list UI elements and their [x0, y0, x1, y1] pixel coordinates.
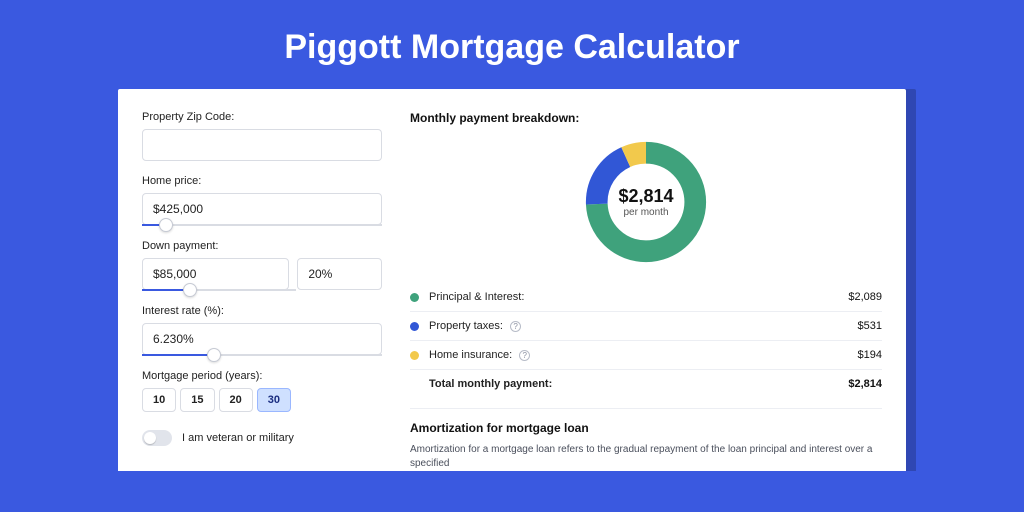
down-payment-field: Down payment: — [142, 240, 382, 291]
period-btn-10[interactable]: 10 — [142, 388, 176, 412]
legend-dot-taxes — [410, 322, 419, 331]
down-payment-amount-input[interactable] — [142, 258, 289, 290]
legend-value-insurance: $194 — [858, 349, 882, 361]
donut-sub: per month — [623, 207, 668, 218]
legend: Principal & Interest: $2,089 Property ta… — [410, 283, 882, 398]
legend-label-insurance: Home insurance: ? — [429, 349, 858, 361]
legend-row-principal: Principal & Interest: $2,089 — [410, 283, 882, 312]
legend-label-taxes: Property taxes: ? — [429, 320, 858, 332]
veteran-toggle-knob — [144, 432, 156, 444]
legend-value-total: $2,814 — [848, 378, 882, 390]
legend-label-taxes-text: Property taxes: — [429, 320, 503, 332]
zip-label: Property Zip Code: — [142, 111, 382, 123]
info-icon[interactable]: ? — [519, 350, 530, 361]
interest-rate-slider[interactable] — [142, 354, 382, 356]
period-label: Mortgage period (years): — [142, 370, 382, 382]
donut-amount: $2,814 — [618, 186, 673, 207]
zip-field: Property Zip Code: — [142, 111, 382, 161]
home-price-slider[interactable] — [142, 224, 382, 226]
page-title: Piggott Mortgage Calculator — [0, 0, 1024, 89]
legend-label-principal: Principal & Interest: — [429, 291, 848, 303]
home-price-field: Home price: — [142, 175, 382, 226]
legend-label-total: Total monthly payment: — [429, 378, 848, 390]
veteran-row: I am veteran or military — [142, 430, 382, 446]
legend-row-taxes: Property taxes: ? $531 — [410, 312, 882, 341]
period-field: Mortgage period (years): 10 15 20 30 — [142, 370, 382, 412]
period-btn-30[interactable]: 30 — [257, 388, 291, 412]
home-price-label: Home price: — [142, 175, 382, 187]
zip-input[interactable] — [142, 129, 382, 161]
amortization-body: Amortization for a mortgage loan refers … — [410, 443, 882, 471]
amortization-title: Amortization for mortgage loan — [410, 421, 882, 435]
period-buttons: 10 15 20 30 — [142, 388, 382, 412]
donut-chart: $2,814 per month — [581, 137, 711, 267]
down-payment-slider-thumb[interactable] — [183, 283, 197, 297]
breakdown-column: Monthly payment breakdown: $2,814 per mo… — [410, 111, 882, 471]
veteran-label: I am veteran or military — [182, 432, 294, 444]
legend-row-total: Total monthly payment: $2,814 — [410, 370, 882, 398]
down-payment-slider[interactable] — [142, 289, 296, 291]
legend-dot-principal — [410, 293, 419, 302]
interest-rate-slider-fill — [142, 354, 214, 356]
legend-value-principal: $2,089 — [848, 291, 882, 303]
down-payment-label: Down payment: — [142, 240, 382, 252]
donut-wrap: $2,814 per month — [410, 137, 882, 267]
interest-rate-field: Interest rate (%): — [142, 305, 382, 356]
home-price-slider-thumb[interactable] — [159, 218, 173, 232]
inputs-column: Property Zip Code: Home price: Down paym… — [142, 111, 382, 471]
interest-rate-label: Interest rate (%): — [142, 305, 382, 317]
veteran-toggle[interactable] — [142, 430, 172, 446]
legend-dot-insurance — [410, 351, 419, 360]
home-price-input[interactable] — [142, 193, 382, 225]
legend-row-insurance: Home insurance: ? $194 — [410, 341, 882, 370]
legend-label-insurance-text: Home insurance: — [429, 349, 512, 361]
calculator-card: Property Zip Code: Home price: Down paym… — [118, 89, 906, 471]
period-btn-20[interactable]: 20 — [219, 388, 253, 412]
interest-rate-input[interactable] — [142, 323, 382, 355]
info-icon[interactable]: ? — [510, 321, 521, 332]
period-btn-15[interactable]: 15 — [180, 388, 214, 412]
interest-rate-slider-thumb[interactable] — [207, 348, 221, 362]
amortization-section: Amortization for mortgage loan Amortizat… — [410, 408, 882, 471]
legend-value-taxes: $531 — [858, 320, 882, 332]
breakdown-title: Monthly payment breakdown: — [410, 111, 882, 125]
down-payment-percent-input[interactable] — [297, 258, 382, 290]
